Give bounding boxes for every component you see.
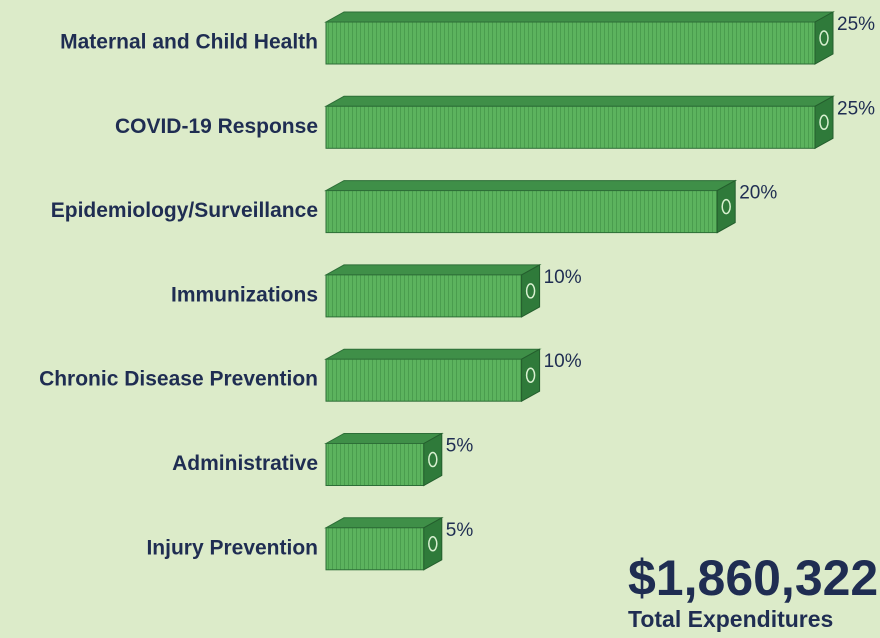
value-label: 5% — [446, 436, 474, 457]
bar-front — [326, 106, 815, 148]
bar — [326, 518, 442, 570]
bar-top — [326, 96, 833, 106]
total-amount: $1,860,322 — [628, 550, 878, 606]
bar — [326, 434, 442, 486]
bar — [326, 12, 833, 64]
total-label: Total Expenditures — [628, 606, 833, 632]
bar-front — [326, 22, 815, 64]
bar — [326, 96, 833, 148]
chart: $1,860,322 Total Expenditures Maternal a… — [0, 0, 880, 638]
bar — [326, 181, 735, 233]
value-label: 20% — [739, 183, 777, 204]
bar — [326, 349, 540, 401]
value-label: 25% — [837, 14, 875, 35]
value-label: 25% — [837, 98, 875, 119]
value-label: 5% — [446, 520, 474, 541]
bar-top — [326, 349, 540, 359]
category-label: Maternal and Child Health — [60, 31, 318, 54]
bar-top — [326, 265, 540, 275]
bar-top — [326, 12, 833, 22]
bar-front — [326, 528, 424, 570]
bar-front — [326, 359, 522, 401]
category-label: Injury Prevention — [146, 536, 318, 559]
value-label: 10% — [544, 267, 582, 288]
bar-top — [326, 518, 442, 528]
category-label: Chronic Disease Prevention — [39, 368, 318, 391]
category-label: Administrative — [172, 452, 318, 475]
page: {"chart_data": {"type": "bar", "orientat… — [0, 0, 880, 638]
bar-front — [326, 444, 424, 486]
bar — [326, 265, 540, 317]
value-label: 10% — [544, 351, 582, 372]
bar-front — [326, 191, 717, 233]
category-label: Epidemiology/Surveillance — [51, 199, 318, 222]
category-label: Immunizations — [171, 283, 318, 306]
bar-top — [326, 181, 735, 191]
bar-front — [326, 275, 522, 317]
bar-top — [326, 434, 442, 444]
category-label: COVID-19 Response — [115, 115, 318, 138]
